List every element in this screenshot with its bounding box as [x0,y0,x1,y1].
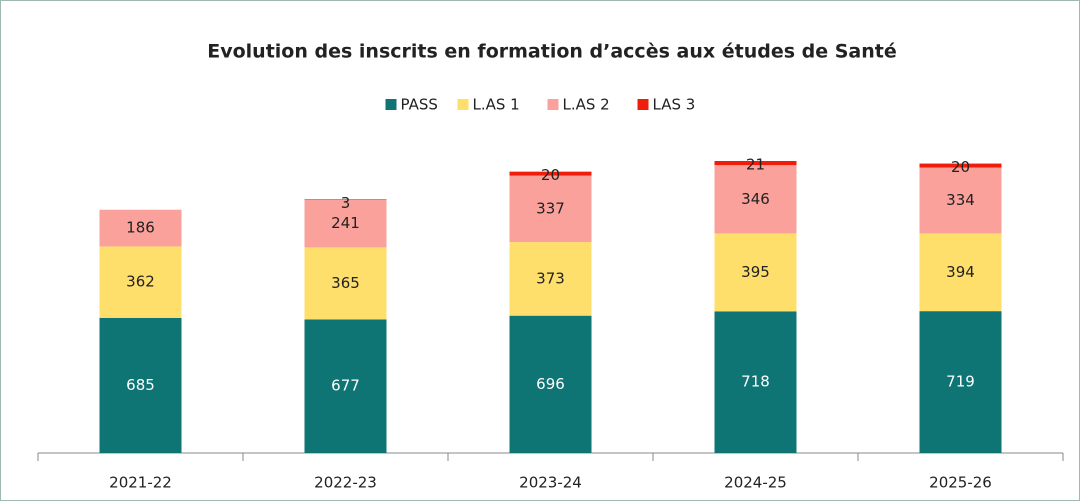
bar-segment [99,246,182,318]
legend-label: L.AS 2 [563,96,610,114]
bar-segment [509,242,592,316]
data-label: 394 [946,263,975,281]
data-label: 20 [541,166,560,184]
data-label: 346 [741,190,770,208]
bar-segment [919,163,1002,168]
data-label: 3 [341,194,351,212]
bar-segment [714,161,797,166]
x-tick-label: 2022-23 [314,474,377,492]
data-label: 21 [746,156,765,174]
data-label: 719 [946,373,975,391]
data-label: 20 [951,158,970,176]
data-label: 337 [536,199,565,217]
bar-segment [509,171,592,176]
data-label: 186 [126,219,155,237]
legend-label: LAS 3 [653,96,696,114]
legend-swatch [385,99,397,110]
bar-segment [919,233,1002,312]
bar-segment [509,175,592,243]
bar-segment [304,199,387,200]
data-label: 395 [741,263,770,281]
data-label: 362 [126,273,155,291]
bar-segment [714,311,797,453]
legend-swatch [457,99,469,110]
bar-segment [919,167,1002,234]
x-tick-label: 2025-26 [929,474,992,492]
legend-label: L.AS 1 [473,96,520,114]
bar-segment [714,233,797,312]
bar-segment [99,209,182,247]
data-label: 334 [946,191,975,209]
legend-label: PASS [401,96,438,114]
x-tick-label: 2023-24 [519,474,582,492]
bar-segment [99,317,182,453]
bar-segment [304,319,387,453]
bar-segment [714,165,797,234]
data-label: 373 [536,269,565,287]
chart-title: Evolution des inscrits en formation d’ac… [207,41,896,63]
x-tick-label: 2021-22 [109,474,172,492]
data-label: 365 [331,274,360,292]
data-label: 718 [741,373,770,391]
bar-segment [304,199,387,248]
legend-swatch [547,99,559,110]
bar-segment [919,311,1002,453]
data-label: 241 [331,214,360,232]
legend-swatch [637,99,649,110]
bar-segment [304,247,387,320]
data-label: 685 [126,376,155,394]
data-label: 696 [536,375,565,393]
bar-segment [509,315,592,453]
x-tick-label: 2024-25 [724,474,787,492]
data-label: 677 [331,377,360,395]
